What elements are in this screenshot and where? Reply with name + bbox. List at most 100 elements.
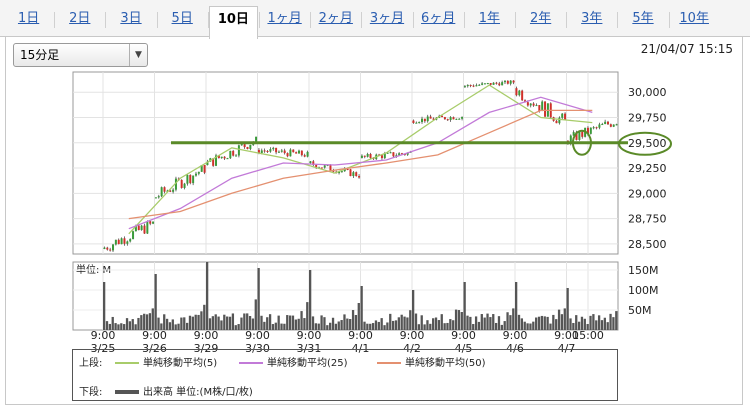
volume-bar xyxy=(306,302,309,330)
candle-body xyxy=(126,241,129,244)
volume-bar xyxy=(108,323,112,330)
volume-bar xyxy=(331,317,335,330)
volume-bar xyxy=(460,312,463,330)
candle-body xyxy=(358,176,361,178)
tab-period-6[interactable]: 2ヶ月 xyxy=(318,11,353,26)
volume-bar xyxy=(194,314,197,330)
candle-body xyxy=(398,153,401,156)
legend-ma25: 単純移動平均(25) xyxy=(239,354,348,369)
tab-period-8[interactable]: 6ヶ月 xyxy=(421,11,456,26)
volume-bar xyxy=(248,316,252,330)
volume-bar xyxy=(329,322,332,330)
candle-body xyxy=(586,127,589,134)
volume-bar xyxy=(294,319,297,330)
tab-period-2[interactable]: 3日 xyxy=(120,11,142,26)
candle-body xyxy=(303,155,306,157)
volume-bar xyxy=(492,314,495,330)
volume-bar xyxy=(463,282,466,330)
tab-period-4[interactable]: 10日 xyxy=(208,6,258,39)
volume-bar xyxy=(472,324,475,330)
candle-body xyxy=(160,187,163,197)
volume-bar xyxy=(125,318,129,330)
volume-bar xyxy=(260,315,263,330)
tab-separator xyxy=(566,12,568,28)
volume-bar xyxy=(154,274,157,330)
volume-bar xyxy=(389,313,392,330)
legend-ma5-label: 単純移動平均(5) xyxy=(143,358,218,369)
candle-body xyxy=(449,117,452,120)
candle-body xyxy=(103,247,106,249)
tab-period-5[interactable]: 1ヶ月 xyxy=(267,11,302,26)
volume-bar xyxy=(168,322,172,330)
candle-body xyxy=(423,118,426,122)
volume-bar xyxy=(148,313,152,330)
candle-body xyxy=(495,82,498,84)
candle-body xyxy=(272,147,275,150)
tab-period-0[interactable]: 1日 xyxy=(17,11,40,26)
candle-body xyxy=(592,127,595,129)
candle-body xyxy=(526,102,529,106)
volume-bar xyxy=(566,288,569,330)
tab-period-11[interactable]: 3年 xyxy=(581,11,603,26)
candle-body xyxy=(140,225,143,231)
date-tick-label: 4/2 xyxy=(403,342,421,355)
volume-bar xyxy=(546,316,549,330)
candle-body xyxy=(149,221,152,224)
candle-body xyxy=(329,164,332,171)
candle-body xyxy=(157,196,160,198)
volume-bar xyxy=(523,321,526,330)
tab-period-12[interactable]: 5年 xyxy=(632,11,654,26)
ma25-swatch xyxy=(239,362,263,364)
tab-period-10[interactable]: 2年 xyxy=(529,11,552,26)
volume-bar xyxy=(105,321,109,330)
volume-bar xyxy=(580,316,584,330)
candle-body xyxy=(132,231,135,240)
candle-body xyxy=(555,120,558,124)
candle-body xyxy=(498,83,501,86)
date-tick-label: 4/6 xyxy=(506,342,524,355)
volume-bar xyxy=(140,315,143,330)
volume-bar xyxy=(469,316,472,330)
candle-body xyxy=(386,152,389,154)
candle-body xyxy=(249,144,252,149)
candle-body xyxy=(595,127,598,129)
candle-body xyxy=(418,122,421,124)
tab-separator xyxy=(515,12,516,28)
tab-period-9[interactable]: 1年 xyxy=(478,11,501,26)
volume-bar xyxy=(506,312,509,330)
volume-bar xyxy=(575,315,578,330)
candle-body xyxy=(501,82,504,86)
volume-bar xyxy=(520,318,524,330)
candle-body xyxy=(380,155,383,159)
tab-separator xyxy=(259,12,260,28)
volume-bar xyxy=(185,322,189,330)
tab-period-7[interactable]: 3ヶ月 xyxy=(369,11,405,26)
volume-bar xyxy=(497,316,501,330)
candle-body xyxy=(320,167,323,169)
volume-bar xyxy=(417,324,421,330)
candle-body xyxy=(246,147,249,149)
volume-bar xyxy=(160,323,163,330)
candle-body xyxy=(295,152,298,154)
time-tick-label: 9:00 xyxy=(400,329,425,342)
volume-bar xyxy=(351,310,355,330)
tab-period-3[interactable]: 5日 xyxy=(171,11,193,26)
candle-body xyxy=(338,171,341,174)
candle-body xyxy=(432,118,435,120)
interval-select[interactable]: 15分足 ▼ xyxy=(13,43,148,67)
volume-bar xyxy=(157,317,160,330)
volume-bar xyxy=(223,314,226,330)
volume-bar xyxy=(449,319,452,330)
volume-bar xyxy=(346,318,349,330)
volume-bar xyxy=(615,311,618,330)
tab-period-13[interactable]: 10年 xyxy=(679,11,709,26)
candle-body xyxy=(166,190,169,192)
tab-period-1[interactable]: 2日 xyxy=(69,11,91,26)
volume-bar xyxy=(606,322,609,330)
volume-tick-label: 100M xyxy=(628,284,659,297)
candle-body xyxy=(369,153,372,158)
candle-body xyxy=(466,84,469,87)
candle-body xyxy=(455,118,458,120)
volume-bar xyxy=(537,316,541,330)
candle-body xyxy=(475,85,478,87)
